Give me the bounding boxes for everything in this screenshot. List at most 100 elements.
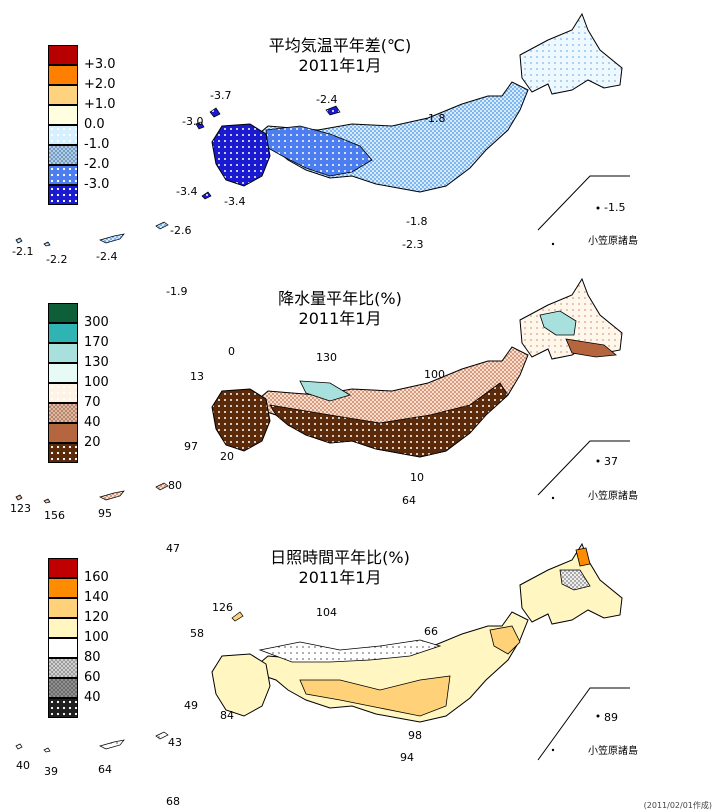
legend-label: 0.0: [84, 117, 105, 132]
precipitation-value-label: 20: [220, 450, 234, 463]
precipitation-value-label: 80: [168, 479, 182, 492]
temperature-value-label: -3.0: [182, 115, 204, 128]
precipitation-value-label: 47: [166, 542, 180, 555]
legend-swatch: [48, 698, 78, 718]
precipitation-value-label: 100: [424, 368, 445, 381]
sunshine-map-panel: 日照時間平年比(%) 2011年1月 160 140 120 100 80 60 40 12…: [0, 530, 718, 808]
sunshine-value-label: 64: [98, 763, 112, 776]
temperature-title-line1: 平均気温平年差(℃): [268, 36, 412, 55]
legend-label: +2.0: [84, 77, 116, 92]
legend-swatch: [48, 125, 78, 145]
legend-label: 100: [84, 630, 109, 645]
legend-label: 20: [84, 435, 101, 450]
precipitation-map: [15, 277, 630, 504]
legend-swatch: [48, 578, 78, 598]
inset-frame: [537, 175, 630, 231]
legend-label: 80: [84, 650, 101, 665]
legend-swatch: [48, 443, 78, 463]
creation-date-note: (2011/02/01作成): [643, 801, 712, 810]
precipitation-value-label: 97: [184, 440, 198, 453]
temperature-value-label: -2.4: [316, 93, 338, 106]
temperature-value-label: -1.8: [406, 215, 428, 228]
ogasawara-point: [596, 206, 600, 210]
precipitation-legend: 300 170 130 100 70 40 20: [48, 303, 148, 463]
hokkaido-dim-area: [559, 569, 591, 591]
temperature-value-label: -1.9: [166, 285, 188, 298]
legend-swatch: [48, 145, 78, 165]
legend-label: 120: [84, 610, 109, 625]
precipitation-map-panel: 降水量平年比(%) 2011年1月 300 170 130 100 70 40 20 0 1…: [0, 265, 718, 555]
hokkaido-south-area: [565, 338, 617, 358]
legend-label: -1.0: [84, 137, 110, 152]
legend-label: 60: [84, 670, 101, 685]
legend-label: 160: [84, 570, 109, 585]
temperature-map: [15, 12, 630, 247]
legend-swatch: [48, 383, 78, 403]
precipitation-title-line1: 降水量平年比(%): [278, 289, 402, 308]
legend-label: 130: [84, 355, 109, 370]
temperature-value-label: -2.4: [96, 250, 118, 263]
temperature-title-line2: 2011年1月: [298, 56, 382, 75]
temperature-value-label: -3.4: [224, 195, 246, 208]
temperature-value-label: -2.1: [12, 245, 34, 258]
legend-label: 300: [84, 315, 109, 330]
temperature-value-label: -2.2: [46, 253, 68, 266]
sunshine-value-label: 104: [316, 606, 337, 619]
island-126-shape: [231, 611, 244, 622]
temperature-title: 平均気温平年差(℃) 2011年1月: [240, 36, 440, 76]
honshu-north-area: [489, 625, 521, 655]
temperature-value-label: -3.7: [210, 89, 232, 102]
precipitation-value-label: 37: [604, 455, 618, 468]
hokkaido-wet-area: [539, 310, 577, 336]
legend-swatch: [48, 658, 78, 678]
sunshine-value-label: 66: [424, 625, 438, 638]
legend-swatch: [48, 45, 78, 65]
sunshine-value-label: 58: [190, 627, 204, 640]
legend-swatch: [48, 185, 78, 205]
legend-swatch: [48, 598, 78, 618]
legend-swatch: [48, 343, 78, 363]
precipitation-value-label: 13: [190, 370, 204, 383]
western-japan-shape: [265, 125, 373, 177]
ogasawara-point-2: [551, 242, 555, 246]
sunshine-value-label: 84: [220, 709, 234, 722]
sunshine-value-label: 89: [604, 711, 618, 724]
precipitation-value-label: 95: [98, 507, 112, 520]
legend-swatch: [48, 323, 78, 343]
legend-swatch: [48, 403, 78, 423]
japan-sea-dim-area: [258, 639, 442, 663]
legend-swatch: [48, 165, 78, 185]
legend-label: +1.0: [84, 97, 116, 112]
sunshine-legend: 160 140 120 100 80 60 40: [48, 558, 148, 718]
ogasawara-point: [596, 459, 600, 463]
inset-frame: [537, 440, 630, 496]
kyushu-shape: [211, 653, 271, 717]
legend-label: +3.0: [84, 57, 116, 72]
sunshine-title-line2: 2011年1月: [298, 568, 382, 587]
islands-west-shape: [195, 105, 341, 200]
legend-label: 70: [84, 395, 101, 410]
sunshine-value-label: 98: [408, 729, 422, 742]
precipitation-title: 降水量平年比(%) 2011年1月: [240, 289, 440, 329]
precipitation-value-label: 64: [402, 494, 416, 507]
legend-label: 170: [84, 335, 109, 350]
legend-swatch: [48, 65, 78, 85]
sunshine-value-label: 43: [168, 736, 182, 749]
ryukyu-islands-shape: [15, 482, 169, 504]
legend-swatch: [48, 678, 78, 698]
sunshine-map: [15, 542, 630, 761]
sunshine-value-label: 126: [212, 601, 233, 614]
legend-label: -2.0: [84, 157, 110, 172]
sunshine-value-label: 68: [166, 795, 180, 808]
precipitation-value-label: 123: [10, 502, 31, 515]
sunshine-value-label: 40: [16, 759, 30, 772]
legend-label: -3.0: [84, 177, 110, 192]
ogasawara-label: 小笠原諸島: [588, 746, 638, 757]
temperature-map-panel: 平均気温平年差(℃) 2011年1月 +3.0 +2.0 +1.0 0.0 -1.0 -2…: [0, 0, 718, 298]
ogasawara-point-2: [551, 748, 555, 752]
kyushu-shape: [211, 123, 271, 187]
ogasawara-point-2: [551, 496, 555, 500]
legend-label: 40: [84, 415, 101, 430]
sunny-pacific-area: [299, 675, 451, 717]
temperature-value-label: -2.6: [170, 224, 192, 237]
